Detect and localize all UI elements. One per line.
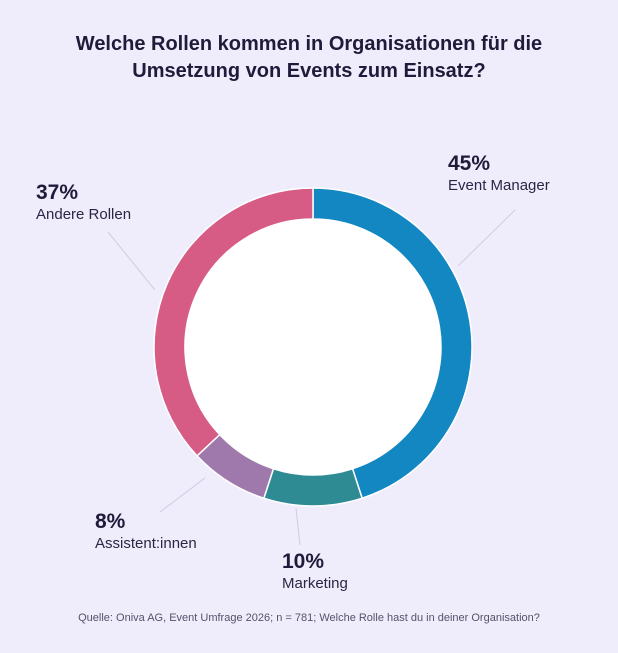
chart-title-line-2: Umsetzung von Events zum Einsatz? (132, 60, 486, 82)
source-note: Quelle: Oniva AG, Event Umfrage 2026; n … (78, 612, 540, 624)
donut-slices (153, 187, 473, 507)
chart-title-line-1: Welche Rollen kommen in Organisationen f… (75, 33, 543, 55)
slice-value-label: 8% (95, 510, 126, 533)
leader-lines (107, 209, 516, 546)
slice-value-label: 10% (282, 550, 325, 573)
leader-line-event-manager (457, 209, 516, 267)
donut-hole (185, 219, 441, 475)
slice-value-label: 37% (36, 181, 79, 204)
leader-line-andere-rollen (107, 231, 156, 291)
slice-value-label: 45% (448, 152, 491, 175)
slice-category-label: Event Manager (448, 177, 550, 194)
slice-label-marketing: 10% Marketing (282, 550, 348, 594)
chart-title: Welche Rollen kommen in Organisationen f… (0, 31, 618, 85)
leader-line-marketing (295, 507, 301, 546)
slice-label-andere-rollen: 37% Andere Rollen (36, 181, 131, 225)
slice-label-event-manager: 45% Event Manager (448, 152, 550, 196)
slice-label-assistent-innen: 8% Assistent:innen (95, 510, 197, 554)
leader-line-assistent-innen (159, 477, 206, 513)
slice-category-label: Andere Rollen (36, 206, 132, 223)
slice-category-label: Assistent:innen (95, 535, 197, 552)
slice-category-label: Marketing (282, 575, 348, 592)
